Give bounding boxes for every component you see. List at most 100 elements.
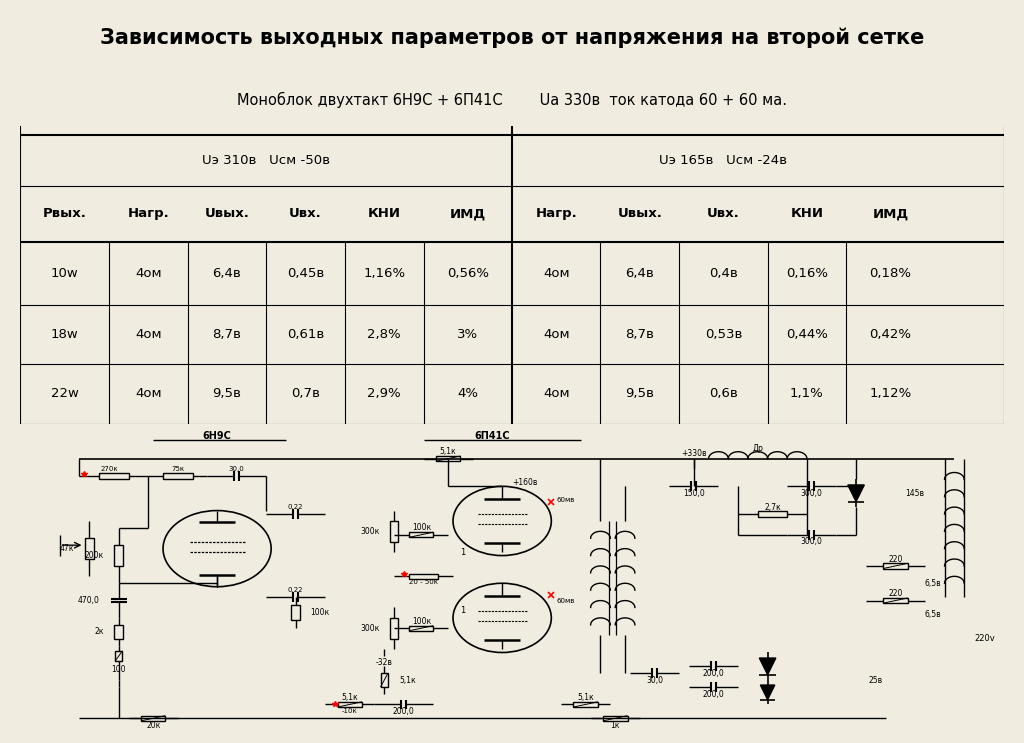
Text: 10w: 10w [51,267,79,280]
Bar [436,456,461,461]
Bar [99,473,129,478]
Text: 100: 100 [112,665,126,675]
Text: 220v: 220v [974,634,994,643]
Bar [389,618,398,639]
Text: 8,7в: 8,7в [626,328,654,341]
Text: 4ом: 4ом [135,328,162,341]
Text: -32в: -32в [376,658,392,667]
Text: 4ом: 4ом [543,328,569,341]
Text: 25в: 25в [868,675,883,685]
Text: 1,16%: 1,16% [364,267,406,280]
Text: 6,5в: 6,5в [925,610,941,619]
Text: 4ом: 4ом [135,267,162,280]
Text: ИМД: ИМД [450,207,485,221]
Text: 1,12%: 1,12% [869,387,911,400]
Text: Нагр.: Нагр. [536,207,578,221]
Text: 6Н9С: 6Н9С [203,432,231,441]
Text: 1к: 1к [610,721,620,730]
Text: 2,7к: 2,7к [764,502,781,512]
Text: 0,44%: 0,44% [786,328,827,341]
Text: 6П41С: 6П41С [474,432,510,441]
Text: 2,9%: 2,9% [368,387,401,400]
Bar [115,625,123,639]
Text: 8,7в: 8,7в [213,328,242,341]
Text: Зависимость выходных параметров от напряжения на второй сетке: Зависимость выходных параметров от напря… [99,27,925,48]
Text: 220: 220 [888,589,902,598]
Text: 300,0: 300,0 [801,489,822,498]
Text: 4ом: 4ом [543,387,569,400]
Text: 5,1к: 5,1к [399,675,416,685]
Text: 2к: 2к [94,627,104,636]
Text: 100к: 100к [310,608,330,617]
Text: 60мв: 60мв [556,597,574,603]
Bar [115,545,123,566]
Text: 18w: 18w [51,328,79,341]
Text: 300к: 300к [359,527,379,536]
Text: 0,16%: 0,16% [785,267,828,280]
Polygon shape [760,658,776,675]
Text: 300к: 300к [359,624,379,633]
Text: Рвых.: Рвых. [43,207,87,221]
Bar [603,716,628,721]
Bar [758,511,787,517]
Text: 20к: 20к [146,721,161,730]
Text: 0,53в: 0,53в [705,328,742,341]
Text: Uвх.: Uвх. [289,207,322,221]
Text: 200,0: 200,0 [702,690,724,698]
Bar [163,473,193,478]
Bar [85,538,94,559]
Text: 9,5в: 9,5в [626,387,654,400]
Bar [409,532,433,537]
Text: 0,7в: 0,7в [291,387,319,400]
Bar [381,673,388,687]
Text: 200,0: 200,0 [393,707,415,716]
Bar [883,598,907,603]
Text: 0,18%: 0,18% [869,267,911,280]
Text: 30,0: 30,0 [646,675,664,685]
Text: Uэ 310в   Uсм -50в: Uэ 310в Uсм -50в [203,154,330,167]
Text: 0,4в: 0,4в [709,267,737,280]
Text: 20 - 50к: 20 - 50к [409,579,438,585]
Text: Uвых.: Uвых. [617,207,663,221]
Text: 9,5в: 9,5в [213,387,242,400]
Text: 6,4в: 6,4в [213,267,242,280]
Text: 220: 220 [888,554,902,563]
Bar [409,574,438,579]
Text: 6,4в: 6,4в [626,267,654,280]
Text: 4ом: 4ом [543,267,569,280]
Text: 5,1к: 5,1к [439,447,457,456]
Text: 1: 1 [460,606,466,615]
Bar [115,651,123,661]
Text: 270к: 270к [100,466,118,472]
Text: ИМД: ИМД [872,207,908,221]
Text: 0,45в: 0,45в [287,267,325,280]
Text: 200,0: 200,0 [702,669,724,678]
Bar [573,702,598,707]
Bar [141,716,166,721]
Text: 100к: 100к [412,617,431,626]
Text: 5,1к: 5,1к [578,693,594,702]
Text: 0,56%: 0,56% [446,267,488,280]
Bar [291,605,300,620]
Text: 0,6в: 0,6в [709,387,737,400]
Text: 4%: 4% [458,387,478,400]
Bar [883,563,907,568]
Text: КНИ: КНИ [791,207,823,221]
Text: 60мв: 60мв [556,497,574,503]
Text: Uэ 165в   Uсм -24в: Uэ 165в Uсм -24в [659,154,787,167]
Text: +330в: +330в [681,449,707,458]
Text: 0,22: 0,22 [288,504,303,510]
Text: 470,0: 470,0 [77,596,99,605]
Text: Нагр.: Нагр. [127,207,169,221]
Bar [389,521,398,542]
Text: -10к: -10к [342,708,357,714]
Text: 6,5в: 6,5в [925,579,941,588]
Text: +160в: +160в [512,478,538,487]
Text: 2,8%: 2,8% [368,328,401,341]
Polygon shape [761,685,775,700]
Text: 47к: 47к [60,544,75,553]
Text: 75к: 75к [171,466,184,472]
Text: 100к: 100к [412,523,431,533]
Text: 3%: 3% [457,328,478,341]
Text: Uвх.: Uвх. [707,207,739,221]
